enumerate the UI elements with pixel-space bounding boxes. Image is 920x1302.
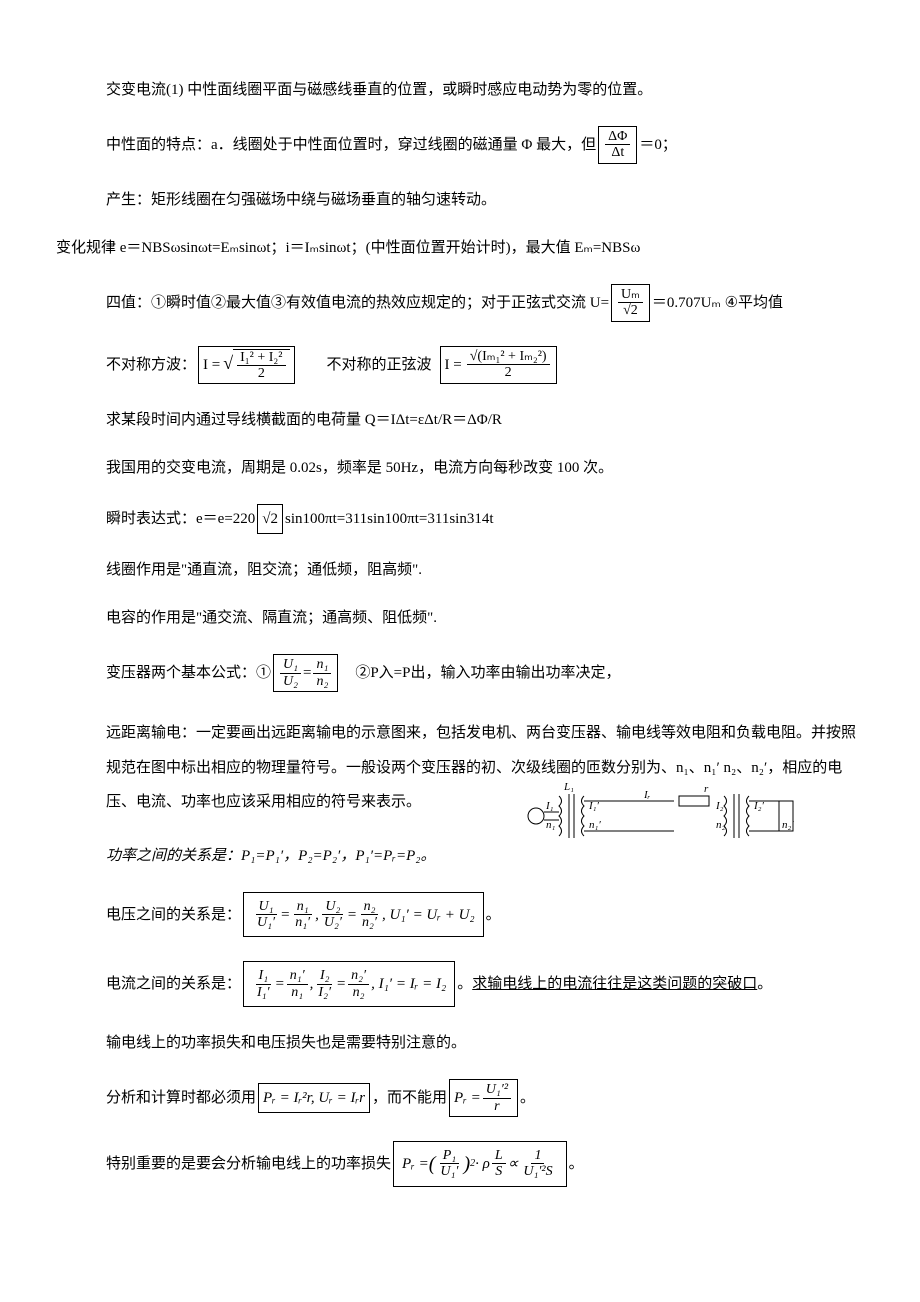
line-7: 求某段时间内通过导线横截面的电荷量 Q＝IΔt=εΔt/R＝ΔΦ/R (106, 408, 864, 432)
line-19: 特别重要的是要会分析输电线上的功率损失 Pᵣ = ( P₁U₁′ ) 2 · ρ… (106, 1141, 864, 1187)
text: 。 (457, 972, 472, 996)
text: 。 (569, 1152, 584, 1176)
text: 中性面的特点：a．线圈处于中性面位置时，穿过线圈的磁通量 Φ 最大，但 (106, 133, 596, 157)
text: ＝0； (639, 133, 677, 157)
text: 。 (757, 972, 772, 996)
text: 。 (520, 1086, 535, 1110)
svg-text:L₁: L₁ (563, 781, 574, 793)
text: 输电线上的功率损失和电压损失也是需要特别注意的。 (106, 1031, 466, 1055)
line-2: 中性面的特点：a．线圈处于中性面位置时，穿过线圈的磁通量 Φ 最大，但 ΔΦ Δ… (106, 126, 864, 164)
text: 特别重要的是要会分析输电线上的功率损失 (106, 1152, 391, 1176)
line-15: 电压之间的关系是： U₁U₁′ = n₁n₁′ , U₂U₂′ = n₂n₂′ … (106, 892, 864, 938)
svg-text:n₂: n₂ (716, 819, 726, 831)
text: 电压之间的关系是： (106, 903, 241, 927)
svg-text:n₁: n₁ (546, 819, 556, 831)
svg-text:I₁′: I₁′ (588, 800, 599, 812)
boxed-formula: Pᵣ = ( P₁U₁′ ) 2 · ρ LS ∝ 1U₁′²S (393, 1141, 567, 1187)
text: 变压器两个基本公式：① (106, 661, 271, 685)
text: 不对称方波： (106, 353, 196, 377)
text: 交变电流(1) 中性面线圈平面与磁感线垂直的位置，或瞬时感应电动势为零的位置。 (106, 78, 652, 102)
svg-text:Iᵣ: Iᵣ (643, 789, 651, 801)
text: 线圈作用是"通直流，阻交流；通低频，阻高频". (106, 558, 422, 582)
line-9: 瞬时表达式：e＝e=220 √2 sin100πt=311sin100πt=31… (106, 504, 864, 534)
text: 电容的作用是"通交流、隔直流；通高频、阻低频". (106, 606, 437, 630)
text: 电流之间的关系是： (106, 972, 241, 996)
line-10: 线圈作用是"通直流，阻交流；通低频，阻高频". (106, 558, 864, 582)
svg-text:I₂′: I₂′ (753, 800, 764, 812)
text: 产生：矩形线圈在匀强磁场中绕与磁场垂直的轴匀速转动。 (106, 188, 496, 212)
line-8: 我国用的交变电流，周期是 0.02s，频率是 50Hz，电流方向每秒改变 100… (106, 456, 864, 480)
text: 我国用的交变电流，周期是 0.02s，频率是 50Hz，电流方向每秒改变 100… (106, 456, 613, 480)
line-1: 交变电流(1) 中性面线圈平面与磁感线垂直的位置，或瞬时感应电动势为零的位置。 (106, 78, 864, 102)
circuit-diagram: L₁ I₁ n₁ I₁′ n₁′ Iᵣ r I₂ n₂ I₂′ n₂′ (524, 776, 804, 846)
text-underline: 求输电线上的电流往往是这类问题的突破口 (472, 972, 757, 996)
svg-text:r: r (704, 783, 709, 795)
line-16: 电流之间的关系是： I₁I₁′ = n₁′n₁ , I₂I₂′ = n₂′n₂ … (106, 961, 864, 1007)
text: 。 (486, 903, 501, 927)
text: 四值：①瞬时值②最大值③有效值电流的热效应规定的；对于正弦式交流 U= (106, 291, 609, 315)
boxed-sqrt: √2 (257, 504, 283, 534)
boxed-formula: I = √(Iₘ₁² + Iₘ₂²) 2 (440, 346, 557, 384)
boxed-formula: Pᵣ = U₁′² r (449, 1079, 518, 1117)
svg-text:I₁: I₁ (545, 800, 554, 812)
boxed-formula: Pᵣ = Iᵣ²r, Uᵣ = Iᵣr (258, 1083, 370, 1113)
text: 分析和计算时都必须用 (106, 1086, 256, 1110)
boxed-formula: I₁I₁′ = n₁′n₁ , I₂I₂′ = n₂′n₂ , I₁′ = Iᵣ… (243, 961, 455, 1007)
text: 功率之间的关系是：P₁=P₁′，P₂=P₂′，P₁′=Pᵣ=P₂。 (106, 844, 435, 868)
line-6: 不对称方波： I = √ I₁² + I₂² 2 不对称的正弦波 I = √(I… (106, 346, 864, 385)
boxed-formula: I = √ I₁² + I₂² 2 (198, 346, 295, 385)
line-18: 分析和计算时都必须用 Pᵣ = Iᵣ²r, Uᵣ = Iᵣr ，而不能用 Pᵣ … (106, 1079, 864, 1117)
line-3: 产生：矩形线圈在匀强磁场中绕与磁场垂直的轴匀速转动。 (106, 188, 864, 212)
boxed-formula: U₁ U₂ = n₁ n₂ (273, 654, 338, 692)
line-17: 输电线上的功率损失和电压损失也是需要特别注意的。 (106, 1031, 864, 1055)
svg-text:n₂′: n₂′ (782, 819, 794, 831)
text: ，而不能用 (372, 1086, 447, 1110)
line-14: 功率之间的关系是：P₁=P₁′，P₂=P₂′，P₁′=Pᵣ=P₂。 (106, 844, 864, 868)
svg-text:n₁′: n₁′ (589, 819, 601, 831)
text: ②P入=P出，输入功率由输出功率决定， (340, 661, 620, 685)
line-13-block: 远距离输电：一定要画出远距离输电的示意图来，包括发电机、两台变压器、输电线等效电… (56, 716, 864, 820)
line-5: 四值：①瞬时值②最大值③有效值电流的热效应规定的；对于正弦式交流 U= Uₘ √… (106, 284, 864, 322)
text: sin100πt=311sin100πt=311sin314t (285, 507, 493, 531)
line-4: 变化规律 e＝NBSωsinωt=Eₘsinωt；i＝Iₘsinωt；(中性面位… (56, 236, 864, 260)
text: 瞬时表达式：e＝e=220 (106, 507, 255, 531)
boxed-frac: ΔΦ Δt (598, 126, 637, 164)
text: ＝0.707Uₘ ④平均值 (652, 291, 783, 315)
line-11: 电容的作用是"通交流、隔直流；通高频、阻低频". (106, 606, 864, 630)
line-12: 变压器两个基本公式：① U₁ U₂ = n₁ n₂ ②P入=P出，输入功率由输出… (106, 654, 864, 692)
svg-text:I₂: I₂ (715, 800, 724, 812)
text: 不对称的正弦波 (327, 353, 432, 377)
text: 求某段时间内通过导线横截面的电荷量 Q＝IΔt=εΔt/R＝ΔΦ/R (106, 408, 502, 432)
boxed-frac: Uₘ √2 (611, 284, 650, 322)
boxed-formula: U₁U₁′ = n₁n₁′ , U₂U₂′ = n₂n₂′ , U₁′ = Uᵣ… (243, 892, 484, 938)
text: 变化规律 e＝NBSωsinωt=Eₘsinωt；i＝Iₘsinωt；(中性面位… (56, 236, 640, 260)
